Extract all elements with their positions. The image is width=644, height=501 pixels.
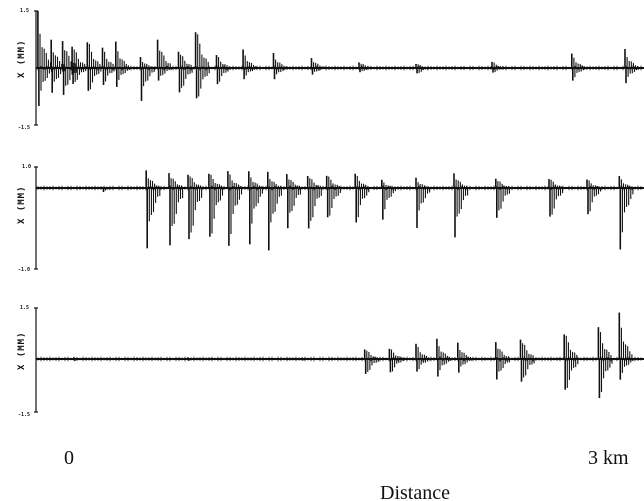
panel-2-ylabel: X (MM) — [17, 185, 27, 224]
panel-1: 1.5 -1.5 X (MM) — [17, 8, 644, 131]
panel-3-ytick-top: 1.5 — [20, 305, 29, 311]
panel-3-bars — [37, 312, 642, 399]
panel-2: 1.0 -1.0 X (MM) — [17, 164, 644, 273]
panel-1-bars — [37, 11, 642, 106]
panel-2-ytick-top: 1.0 — [22, 164, 31, 170]
panel-3: 1.5 -1.5 X (MM) — [17, 305, 644, 418]
panel-3-ytick-bottom: -1.5 — [18, 412, 30, 418]
x-axis-end-label: 3 km — [588, 447, 629, 469]
x-axis-label: Distance — [380, 482, 450, 501]
panel-2-ytick-bottom: -1.0 — [18, 267, 30, 273]
x-axis-start-label: 0 — [64, 447, 74, 469]
panel-3-ylabel: X (MM) — [17, 331, 27, 370]
panel-2-bars — [37, 170, 642, 251]
panel-1-ytick-bottom: -1.5 — [18, 125, 30, 131]
panel-1-ytick-top: 1.5 — [20, 8, 29, 14]
panel-1-ylabel: X (MM) — [17, 39, 27, 78]
